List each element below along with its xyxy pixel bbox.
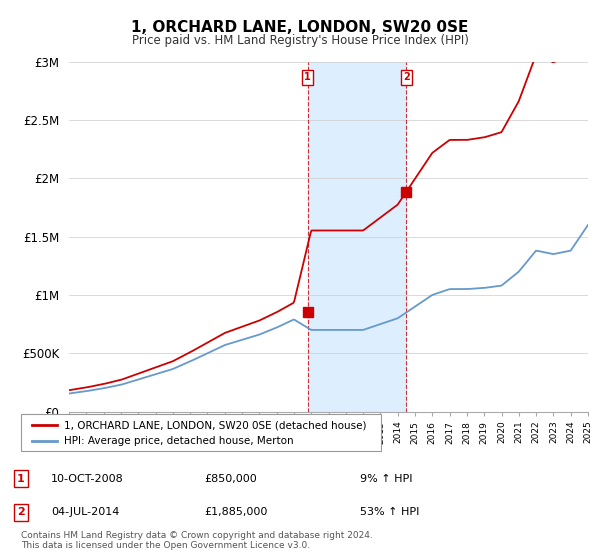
Text: 1, ORCHARD LANE, LONDON, SW20 0SE: 1, ORCHARD LANE, LONDON, SW20 0SE xyxy=(131,20,469,35)
Text: 1: 1 xyxy=(304,72,311,82)
Text: HPI: Average price, detached house, Merton: HPI: Average price, detached house, Mert… xyxy=(64,436,294,446)
Text: 53% ↑ HPI: 53% ↑ HPI xyxy=(360,507,419,517)
FancyBboxPatch shape xyxy=(21,414,381,451)
Text: 2: 2 xyxy=(403,72,410,82)
Text: 04-JUL-2014: 04-JUL-2014 xyxy=(51,507,119,517)
Text: 2: 2 xyxy=(17,507,25,517)
Text: £1,885,000: £1,885,000 xyxy=(204,507,268,517)
Text: 1: 1 xyxy=(17,474,25,484)
Text: Price paid vs. HM Land Registry's House Price Index (HPI): Price paid vs. HM Land Registry's House … xyxy=(131,34,469,46)
Bar xyxy=(308,62,406,412)
Text: Contains HM Land Registry data © Crown copyright and database right 2024.: Contains HM Land Registry data © Crown c… xyxy=(21,531,373,540)
Text: £850,000: £850,000 xyxy=(204,474,257,484)
Text: 9% ↑ HPI: 9% ↑ HPI xyxy=(360,474,413,484)
Text: 10-OCT-2008: 10-OCT-2008 xyxy=(51,474,124,484)
Text: 1, ORCHARD LANE, LONDON, SW20 0SE (detached house): 1, ORCHARD LANE, LONDON, SW20 0SE (detac… xyxy=(64,421,367,430)
Text: This data is licensed under the Open Government Licence v3.0.: This data is licensed under the Open Gov… xyxy=(21,541,310,550)
